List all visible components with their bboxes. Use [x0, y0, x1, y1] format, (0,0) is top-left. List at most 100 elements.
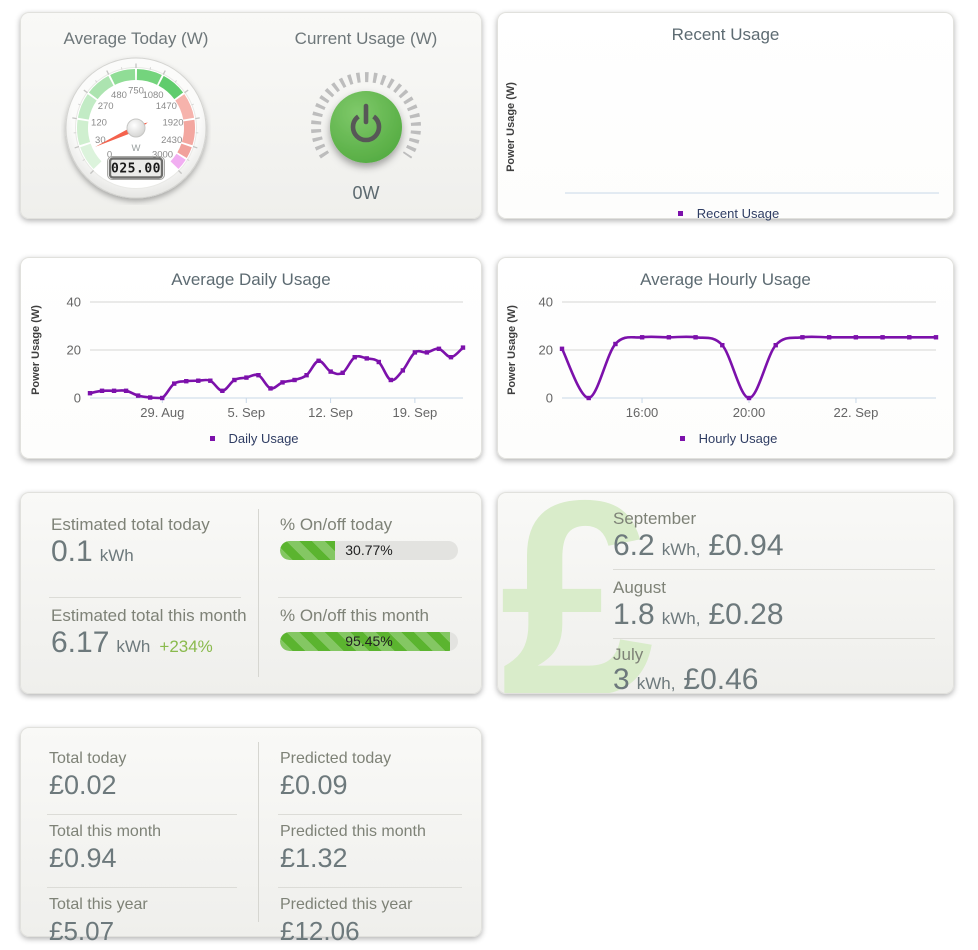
month-kwh: 1.8 — [613, 598, 655, 631]
current-usage-section: Current Usage (W) 0W — [251, 13, 481, 218]
divider — [278, 597, 462, 598]
total-today-label: Total today — [49, 750, 127, 767]
onoff-month-bar-text: 95.45% — [345, 633, 393, 649]
monthly-costs-panel: £ September 6.2 kWh, £0.94 August 1.8 kW… — [497, 492, 954, 694]
svg-text:Power Usage (W): Power Usage (W) — [30, 305, 42, 395]
average-today-section: Average Today (W) 0 30 120 270 480 750 1080 147… — [21, 13, 251, 218]
total-month-label: Total this month — [49, 823, 162, 840]
onoff-month-label: % On/off this month — [280, 606, 429, 625]
divider — [278, 814, 462, 815]
month-kwh-unit: kWh, — [636, 674, 676, 693]
svg-text:1920: 1920 — [162, 117, 183, 128]
total-year-value: £5.07 — [49, 916, 115, 946]
predicted-today-label: Predicted today — [280, 750, 392, 767]
divider — [47, 887, 237, 888]
daily-usage-chart: 0 20 40 29. Aug 5. Sep 12. Sep 19. Sep Power Us… — [21, 294, 481, 431]
svg-text:025.00: 025.00 — [111, 162, 161, 177]
hourly-usage-chart: 0 20 40 16:00 20:00 22. Sep Power Usage (W) — [498, 294, 953, 431]
legend-line-icon — [674, 436, 692, 442]
divider — [613, 638, 935, 639]
month-cost: £0.28 — [708, 598, 784, 631]
onoff-today-bar-fill — [280, 541, 335, 560]
divider — [278, 887, 462, 888]
hourly-usage-panel: Average Hourly Usage 0 20 40 16:00 20:00 22. … — [497, 257, 954, 459]
month-kwh: 3 — [613, 663, 630, 694]
svg-text:5. Sep: 5. Sep — [227, 405, 265, 420]
predicted-year-label: Predicted this year — [280, 896, 413, 913]
month-kwh-unit: kWh, — [661, 609, 701, 628]
svg-text:19. Sep: 19. Sep — [392, 405, 437, 420]
total-year-label: Total this year — [49, 896, 148, 913]
svg-text:40: 40 — [538, 295, 552, 310]
svg-text:Power Usage (W): Power Usage (W) — [505, 82, 517, 172]
gauges-panel: Average Today (W) 0 30 120 270 480 750 1080 147… — [20, 12, 482, 219]
predicted-month-label: Predicted this month — [280, 823, 426, 840]
svg-text:1080: 1080 — [142, 90, 163, 101]
svg-text:20: 20 — [67, 343, 81, 358]
power-icon — [350, 111, 382, 143]
daily-usage-panel: Average Daily Usage 0 20 40 29. Aug 5. Sep 12… — [20, 257, 482, 459]
month-name: August — [613, 578, 666, 597]
legend-label: Recent Usage — [696, 206, 780, 221]
svg-text:W: W — [132, 143, 141, 154]
svg-text:750: 750 — [128, 86, 144, 97]
month-name: September — [613, 509, 697, 528]
svg-text:1470: 1470 — [156, 101, 177, 112]
legend-line-icon — [672, 211, 690, 217]
svg-text:40: 40 — [67, 295, 81, 310]
svg-text:3000: 3000 — [152, 150, 173, 161]
daily-usage-legend[interactable]: Daily Usage — [21, 431, 481, 446]
onoff-month-bar: 95.45% — [280, 632, 458, 651]
onoff-today-label: % On/off today — [280, 515, 393, 534]
svg-text:22. Sep: 22. Sep — [833, 405, 878, 420]
month-kwh-unit: kWh, — [661, 540, 701, 559]
recent-usage-chart-title: Recent Usage — [671, 25, 780, 44]
current-usage-value: 0W — [352, 183, 380, 203]
predicted-month-value: £1.32 — [280, 843, 348, 873]
month-kwh: 6.2 — [613, 529, 655, 562]
power-dial-ticks-arc — [311, 72, 421, 159]
estimated-month-unit: kWh — [116, 637, 151, 656]
legend-label: Daily Usage — [228, 431, 299, 446]
hourly-usage-chart-title: Average Hourly Usage — [640, 270, 811, 289]
onoff-month-bar-fill — [280, 632, 450, 651]
month-cost: £0.46 — [683, 663, 759, 694]
estimated-month-value: 6.17 — [51, 626, 110, 659]
hourly-usage-legend[interactable]: Hourly Usage — [498, 431, 953, 446]
svg-text:Power Usage (W): Power Usage (W) — [506, 305, 518, 395]
average-today-title: Average Today (W) — [63, 29, 209, 48]
power-button-widget — [311, 72, 421, 163]
onoff-today-bar-text: 30.77% — [345, 542, 393, 558]
power-button[interactable] — [330, 91, 402, 163]
month-name: July — [613, 645, 644, 664]
svg-text:16:00: 16:00 — [625, 405, 658, 420]
current-usage-title: Current Usage (W) — [294, 29, 438, 48]
estimated-today-value: 0.1 — [51, 535, 93, 568]
legend-label: Hourly Usage — [698, 431, 778, 446]
svg-text:29. Aug: 29. Aug — [140, 405, 184, 420]
daily-usage-chart-title: Average Daily Usage — [171, 270, 331, 289]
predicted-today-value: £0.09 — [280, 770, 348, 800]
svg-text:2430: 2430 — [161, 135, 182, 146]
recent-usage-legend[interactable]: Recent Usage — [498, 206, 953, 221]
estimated-today-unit: kWh — [99, 546, 134, 565]
estimated-today-label: Estimated total today — [51, 515, 210, 534]
recent-usage-panel: Recent Usage Power Usage (W) Recent Usag… — [497, 12, 954, 221]
legend-line-icon — [203, 436, 221, 442]
svg-text:480: 480 — [111, 90, 127, 101]
divider — [47, 814, 237, 815]
predicted-year-value: £12.06 — [280, 916, 360, 946]
svg-text:120: 120 — [91, 117, 107, 128]
divider — [49, 597, 241, 598]
estimates-panel: Estimated total today 0.1 kWh Estimated … — [20, 492, 482, 694]
svg-text:12. Sep: 12. Sep — [308, 405, 353, 420]
month-cost: £0.94 — [708, 529, 784, 562]
svg-text:0: 0 — [107, 150, 112, 161]
estimated-month-label: Estimated total this month — [51, 606, 247, 625]
recent-usage-chart: Power Usage (W) — [498, 49, 953, 206]
svg-text:30: 30 — [95, 135, 106, 146]
estimated-month-delta: +234% — [159, 637, 213, 656]
svg-text:0: 0 — [74, 391, 81, 406]
svg-text:270: 270 — [98, 101, 114, 112]
